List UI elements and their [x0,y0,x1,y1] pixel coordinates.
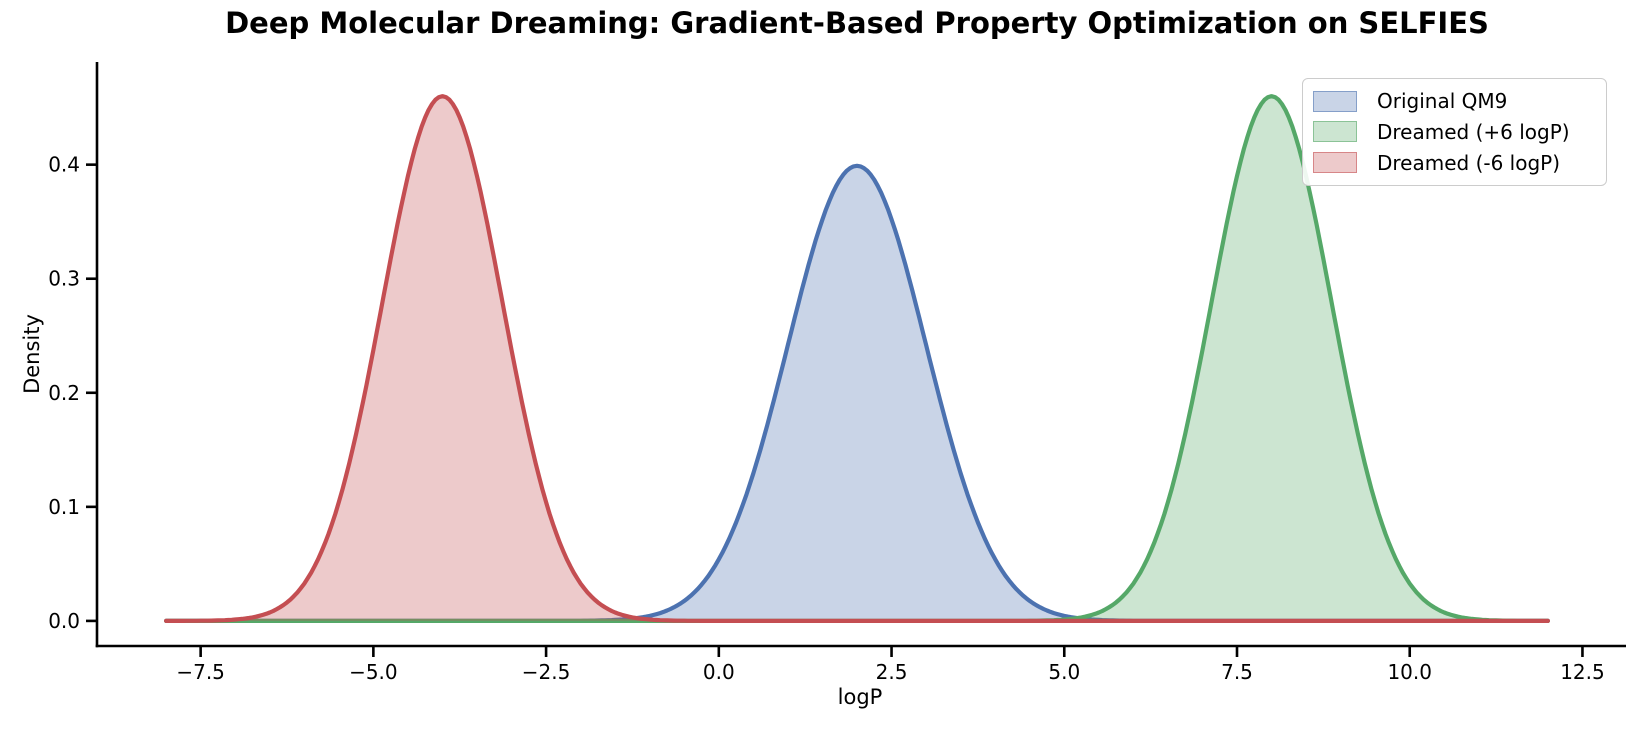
x-axis-tick-label: 5.0 [1048,660,1080,684]
legend-label-dreamed-minus-6-logp: Dreamed (-6 logP) [1377,150,1561,175]
y-axis-tick-label: 0.4 [48,153,80,177]
x-axis-tick-label: 7.5 [1221,660,1253,684]
legend-swatch-original-qm9 [1313,90,1357,112]
y-axis-tick-label: 0.2 [48,381,80,405]
kde-fill-dreamed-6-logp [166,96,1548,621]
legend-swatch-dreamed-minus-6-logp [1313,152,1357,174]
y-axis-label: Density [20,314,44,394]
legend-item-dreamed-plus-6-logp: Dreamed (+6 logP) [1313,120,1596,144]
x-axis-tick-label: −2.5 [522,660,571,684]
kde-fill-original-qm9 [166,165,1548,621]
x-axis-label: logP [837,685,883,709]
kde-fill-dreamed-6-logp [166,96,1548,621]
y-axis-tick-label: 0.3 [48,267,80,291]
y-axis-tick-label: 0.0 [48,609,80,633]
x-axis-tick-label: 2.5 [876,660,908,684]
legend-item-dreamed-minus-6-logp: Dreamed (-6 logP) [1313,151,1596,175]
chart-title: Deep Molecular Dreaming: Gradient-Based … [225,6,1489,40]
legend-item-original-qm9: Original QM9 [1313,89,1596,113]
y-axis-tick-label: 0.1 [48,495,80,519]
legend-label-original-qm9: Original QM9 [1377,89,1508,114]
x-axis-tick-label: 10.0 [1387,660,1432,684]
x-axis-tick-label: 12.5 [1560,660,1605,684]
legend-label-dreamed-plus-6-logp: Dreamed (+6 logP) [1377,119,1570,144]
kde-curve-dreamed-6-logp [164,94,1550,623]
x-axis-tick-label: −7.5 [176,660,225,684]
x-axis-tick-label: 0.0 [703,660,735,684]
legend: Original QM9 Dreamed (+6 logP) Dreamed (… [1302,78,1607,186]
legend-swatch-dreamed-plus-6-logp [1313,121,1357,143]
x-axis-tick-label: −5.0 [349,660,398,684]
